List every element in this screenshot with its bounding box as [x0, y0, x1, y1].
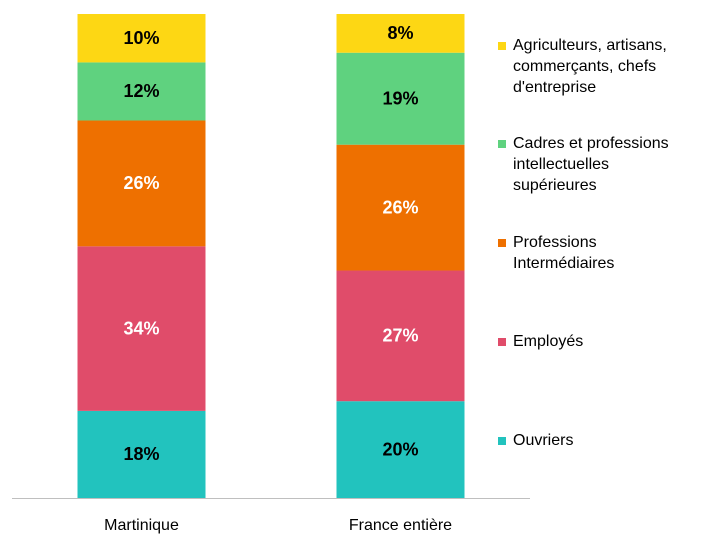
data-label: 34% [123, 318, 159, 338]
bar-segment [336, 401, 465, 498]
legend-label: Professions Intermédiaires [513, 234, 615, 272]
data-label: 12% [123, 81, 159, 101]
legend-swatch [498, 140, 506, 148]
legend-swatch [498, 338, 506, 346]
legend-label: Ouvriers [513, 432, 574, 449]
data-label: 8% [387, 23, 413, 43]
data-label: 26% [382, 197, 418, 217]
bar-segment [77, 120, 206, 247]
data-label: 26% [123, 173, 159, 193]
bar-segment [77, 14, 206, 63]
data-label: 18% [123, 444, 159, 464]
legend-label: Employés [513, 333, 584, 350]
bar-segment [336, 14, 465, 53]
bar-segment [336, 144, 465, 271]
x-tick-label: France entière [349, 517, 452, 534]
x-tick-label: Martinique [104, 517, 179, 534]
bar-segment [77, 246, 206, 411]
bar-segment [77, 410, 206, 498]
legend-swatch [498, 239, 506, 247]
bar-segment [77, 62, 206, 121]
legend-label: Cadres et professions intellectuelles su… [513, 135, 669, 194]
data-label: 20% [382, 439, 418, 459]
data-label: 10% [123, 28, 159, 48]
legend-swatch [498, 437, 506, 445]
legend-label: Agriculteurs, artisans, commerçants, che… [513, 37, 667, 96]
bar-segment [336, 270, 465, 402]
legend-swatch [498, 42, 506, 50]
data-label: 19% [382, 88, 418, 108]
data-label: 27% [382, 326, 418, 346]
bar-segment [336, 52, 465, 145]
